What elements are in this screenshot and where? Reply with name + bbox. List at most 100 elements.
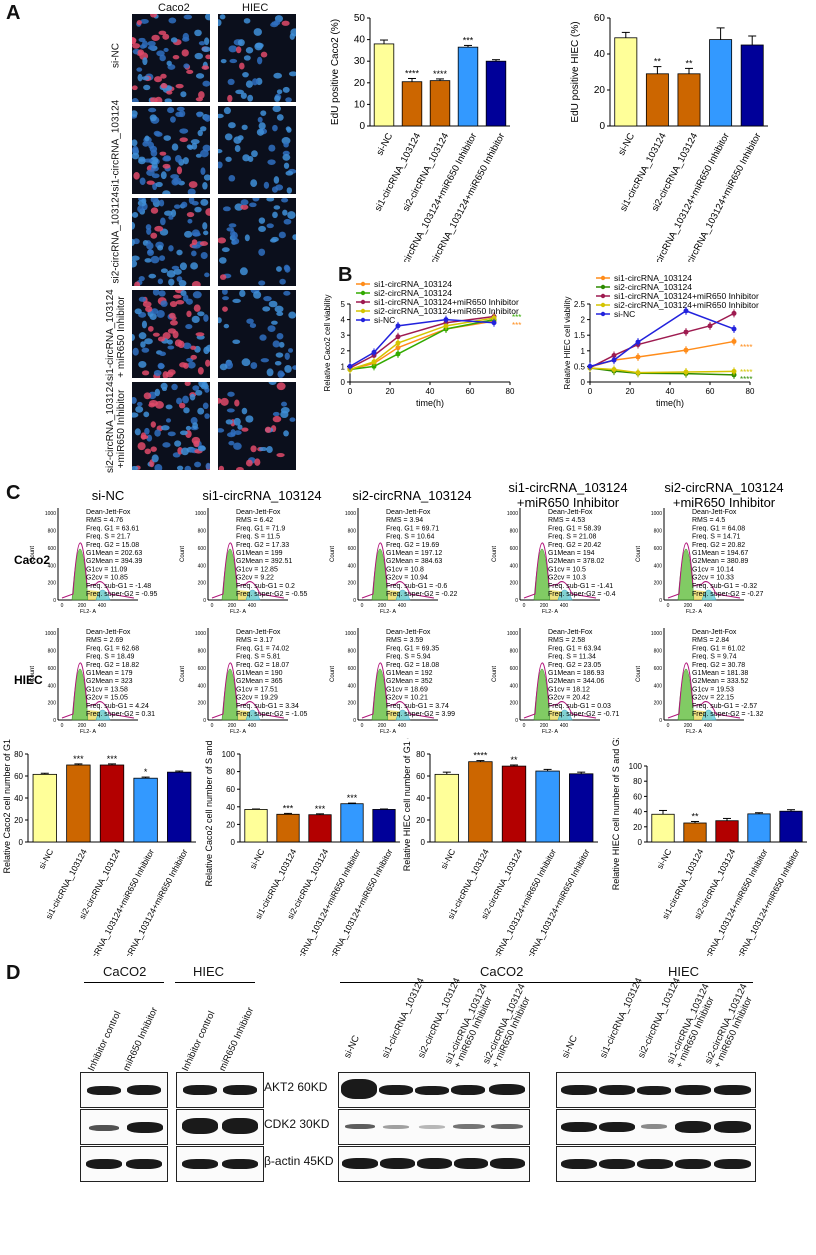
data-point (635, 354, 641, 360)
flow-x-label: FL2- A (230, 609, 247, 615)
cell-nucleus (268, 144, 276, 152)
legend-label: si2-circRNA_103124 (614, 282, 692, 292)
micrograph-image (218, 14, 296, 102)
cell-nucleus (258, 225, 266, 232)
cell-nucleus (171, 383, 178, 391)
cell-nucleus (132, 145, 139, 154)
flow-stat-line: G1Mean = 181.38 (692, 670, 748, 677)
cell-nucleus (283, 218, 292, 225)
cell-nucleus (200, 167, 206, 175)
flow-y-tick: 200 (48, 581, 57, 587)
cell-nucleus (139, 177, 146, 185)
cell-nucleus (272, 411, 280, 417)
cell-nucleus (157, 362, 165, 370)
cell-nucleus (271, 186, 279, 193)
data-point (611, 367, 617, 373)
data-point (395, 351, 401, 357)
flow-stat-line: G1Mean = 197.12 (386, 550, 442, 557)
cell-nucleus (143, 392, 152, 400)
wb-blot-si-caco2-actin (338, 1146, 530, 1182)
flow-y-tick: 600 (198, 546, 207, 552)
cell-nucleus (220, 397, 229, 406)
flow-y-tick: 200 (654, 581, 663, 587)
cell-nucleus (218, 19, 222, 27)
cell-nucleus (200, 198, 209, 206)
wb-group-caco2-si: CaCO2 (480, 964, 524, 979)
significance-label: *** (107, 754, 118, 764)
flow-y-tick: 800 (198, 529, 207, 535)
cell-nucleus (185, 324, 193, 330)
micro-row-label: si-NC (110, 43, 122, 68)
flow-stat-line: G2cv = 22.15 (692, 695, 734, 702)
flow-y-tick: 1000 (45, 631, 56, 637)
flow-x-tick: 400 (248, 603, 257, 609)
cell-nucleus (157, 245, 164, 251)
cell-nucleus (260, 358, 270, 363)
cell-nucleus (148, 273, 157, 279)
cell-nucleus (132, 110, 138, 117)
flow-stat-line: G1Mean = 199 (236, 550, 283, 557)
cell-nucleus (279, 278, 286, 285)
cell-nucleus (283, 142, 289, 148)
cell-nucleus (176, 106, 185, 112)
data-point (371, 363, 377, 369)
flow-y-tick: 200 (198, 581, 207, 587)
y-tick-label: 80 (416, 750, 425, 759)
flow-x-tick: 200 (684, 723, 693, 729)
cell-nucleus (154, 96, 163, 102)
category-label: si-NC (616, 131, 637, 157)
flow-stat-line: Freq. G2 = 17.33 (236, 542, 289, 549)
flow-stat-line: RMS = 3.59 (386, 637, 423, 644)
cell-nucleus (276, 89, 283, 95)
legend-marker (360, 308, 366, 314)
cell-nucleus (241, 407, 248, 415)
flow-x-tick: 0 (361, 723, 364, 729)
significance-label: *** (512, 313, 521, 322)
flow-stat-line: Freq. super-G2 = -0.55 (236, 591, 308, 598)
significance-label: *** (347, 793, 358, 803)
micro-row-label: si2-circRNA_103124 (110, 191, 122, 284)
cell-nucleus (138, 37, 146, 42)
y-axis-label: Relative HIEC cell viability (563, 297, 572, 390)
cell-nucleus (288, 348, 294, 353)
cell-nucleus (192, 385, 200, 391)
flow-y-label: Count (180, 666, 186, 682)
cell-nucleus (138, 275, 145, 282)
cell-nucleus (223, 323, 230, 329)
flow-x-label: FL2- A (380, 609, 397, 615)
bar (401, 81, 423, 127)
bar (740, 44, 764, 127)
y-tick-label: 0 (341, 378, 346, 387)
cell-nucleus (239, 267, 248, 276)
legend-label: si2-circRNA_103124 (374, 288, 452, 298)
cell-nucleus (226, 227, 234, 232)
cell-nucleus (171, 143, 179, 151)
cell-nucleus (138, 360, 147, 368)
cell-nucleus (202, 402, 209, 410)
cell-nucleus (150, 207, 159, 214)
y-axis-label: Relative HIEC cell number of S and G2 (%… (611, 738, 621, 890)
cell-nucleus (189, 393, 196, 401)
chart-viability-hiec: 0 0.5 1 1.5 2 2.5 0 20 40 60 80 time(h) Relative HIE… (563, 273, 759, 408)
cell-nucleus (138, 158, 146, 165)
flow-stat-line: Dean-Jett-Fox (386, 509, 431, 516)
cell-nucleus (140, 18, 149, 24)
y-axis-label: Relative Caco2 cell number of S and G2 (… (204, 738, 214, 887)
flow-x-tick: 0 (361, 603, 364, 609)
y-tick-label: 20 (14, 816, 23, 825)
significance-label: ** (685, 58, 693, 68)
cell-nucleus (132, 333, 135, 341)
cell-nucleus (285, 126, 291, 131)
flow-y-tick: 400 (510, 563, 519, 569)
bar (535, 770, 560, 843)
flow-y-tick: 600 (654, 666, 663, 672)
cell-nucleus (196, 112, 203, 118)
cell-nucleus (283, 264, 290, 271)
cell-nucleus (242, 71, 249, 78)
data-point (731, 338, 737, 344)
cell-nucleus (205, 54, 210, 60)
y-tick-label: 2 (341, 347, 346, 356)
cell-nucleus (142, 141, 150, 147)
flow-column-title: si2-circRNA_103124 (352, 488, 471, 503)
flow-stat-line: Freq. G2 = 18.08 (386, 662, 439, 669)
